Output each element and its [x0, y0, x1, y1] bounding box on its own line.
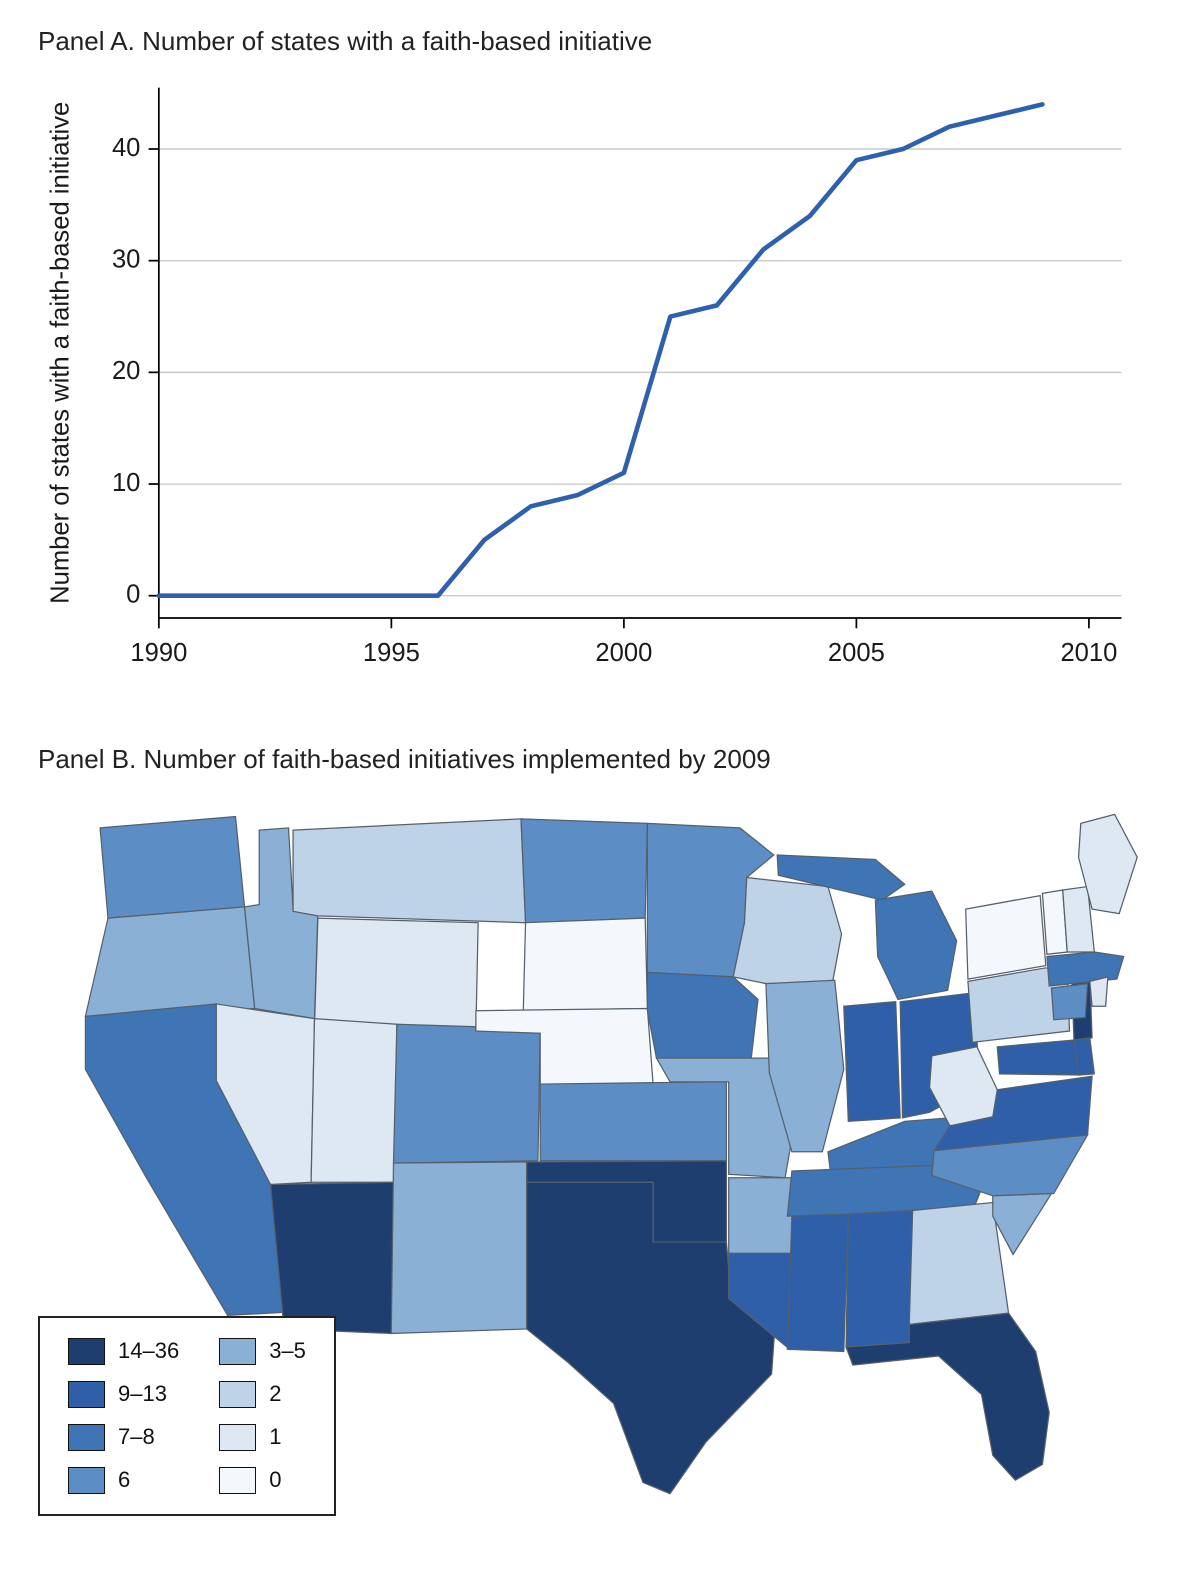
us-choropleth-map [84, 813, 1138, 1495]
state-NV [215, 1003, 316, 1186]
state-SD [522, 917, 649, 1012]
legend-label: 1 [269, 1424, 282, 1450]
legend-label: 9–13 [118, 1381, 167, 1407]
state-ND [520, 818, 649, 924]
state-NM [390, 1161, 528, 1335]
state-NY [965, 894, 1047, 980]
state-WA [99, 815, 246, 919]
state-IL [765, 979, 845, 1153]
legend-label: 3–5 [269, 1338, 306, 1364]
legend-swatch [219, 1380, 257, 1408]
y-tick-label: 30 [112, 245, 140, 273]
state-IA [646, 971, 759, 1059]
y-tick-label: 10 [112, 469, 140, 497]
legend-item-6: 6 [68, 1466, 179, 1494]
legend-label: 7–8 [118, 1424, 155, 1450]
state-UT [310, 1017, 398, 1183]
state-SC [992, 1192, 1053, 1256]
legend-swatch [219, 1423, 257, 1451]
panel-b-map-area: 14–36 9–13 7–8 6 3–5 2 1 0 [38, 785, 1144, 1530]
state-AR [728, 1177, 798, 1254]
legend-label: 2 [269, 1381, 282, 1407]
state-IN [843, 1000, 901, 1122]
legend-item-1: 1 [219, 1423, 306, 1451]
panel-a-chart-area: 0 10 20 30 40 1990 1995 2000 2005 2010 Number of s… [38, 63, 1144, 698]
legend-item-9–13: 9–13 [68, 1380, 179, 1408]
state-OR [84, 906, 256, 1017]
state-MS [786, 1213, 849, 1353]
legend-column: 3–5 2 1 0 [219, 1337, 306, 1494]
x-tick-label: 2005 [828, 639, 885, 667]
legend-label: 14–36 [118, 1338, 180, 1364]
state-ME [1077, 813, 1138, 915]
map-legend: 14–36 9–13 7–8 6 3–5 2 1 0 [38, 1315, 336, 1516]
state-MD [996, 1039, 1080, 1076]
y-tick-label: 0 [126, 580, 140, 608]
x-tick-label: 2010 [1060, 639, 1117, 667]
panel-a-title: Panel A. Number of states with a faith-b… [38, 26, 653, 56]
legend-item-3–5: 3–5 [219, 1337, 306, 1365]
x-tick-label: 1990 [130, 639, 187, 667]
data-line [156, 102, 1045, 599]
x-tick-label: 2000 [595, 639, 652, 667]
legend-swatch [68, 1380, 105, 1408]
y-axis-label: Number of states with a faith-based init… [47, 102, 75, 604]
legend-swatch [68, 1423, 105, 1451]
legend-label: 6 [118, 1467, 131, 1493]
state-WY [313, 917, 479, 1032]
state-AZ [269, 1181, 396, 1335]
legend-label: 0 [269, 1467, 282, 1493]
state-AL [845, 1209, 914, 1348]
state-WI [732, 876, 843, 985]
state-RI [1089, 975, 1109, 1007]
state-MA [1046, 951, 1125, 987]
state-TX [526, 1181, 778, 1495]
state-CO [392, 1023, 541, 1164]
state-WV [928, 1046, 998, 1127]
y-tick-label: 20 [112, 357, 140, 385]
legend-item-7–8: 7–8 [68, 1423, 179, 1451]
y-tick-label: 40 [112, 134, 140, 162]
state-GA [908, 1201, 1010, 1326]
state-MI [874, 890, 958, 1001]
legend-swatch [68, 1466, 105, 1494]
legend-swatch [68, 1337, 105, 1365]
legend-item-0: 0 [219, 1466, 306, 1494]
legend-swatch [219, 1337, 257, 1365]
x-tick-label: 1995 [363, 639, 420, 667]
panel-b-title: Panel B. Number of faith-based initiativ… [38, 743, 771, 774]
state-FL [845, 1312, 1050, 1481]
legend-item-2: 2 [219, 1380, 306, 1408]
state-KS [539, 1081, 728, 1162]
legend-column: 14–36 9–13 7–8 6 [68, 1337, 180, 1494]
legend-swatch [219, 1466, 257, 1494]
state-MI [776, 854, 906, 901]
state-CT [1050, 982, 1089, 1021]
state-MT [292, 818, 527, 924]
legend-item-14–36: 14–36 [68, 1337, 180, 1365]
line-chart: 0 10 20 30 40 1990 1995 2000 2005 2010 Number of s… [47, 87, 1122, 667]
